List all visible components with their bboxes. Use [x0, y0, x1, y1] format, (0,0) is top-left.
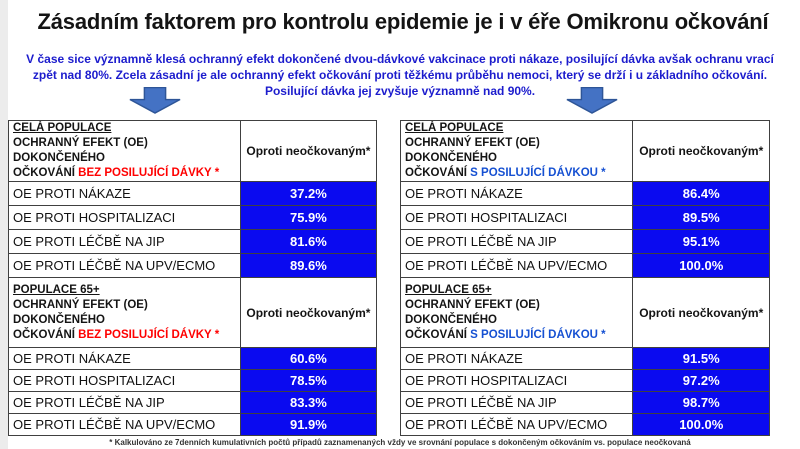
row-label: OE PROTI LÉČBĚ NA UPV/ECMO	[399, 413, 634, 436]
row-value: 91.9%	[239, 413, 378, 436]
row-value: 37.2%	[239, 181, 378, 206]
table-row: OE PROTI LÉČBĚ NA JIP 95.1%	[399, 229, 770, 254]
row-value: 91.5%	[632, 347, 770, 370]
table-row: OE PROTI HOSPITALIZACI 78.5%	[8, 369, 378, 392]
group-title: POPULACE 65+	[405, 283, 492, 296]
page-title: Zásadním faktorem pro kontrolu epidemie …	[37, 9, 769, 34]
row-value: 81.6%	[239, 229, 378, 254]
comparison-header: Oproti neočkovaným*	[632, 277, 770, 348]
header-line: OCHRANNÝ EFEKT (OE) DOKONČENÉHO	[405, 298, 540, 326]
row-label: OE PROTI LÉČBĚ NA JIP	[399, 391, 634, 414]
header-line: OCHRANNÝ EFEKT (OE) DOKONČENÉHO	[13, 137, 148, 164]
table-row: OE PROTI LÉČBĚ NA UPV/ECMO 91.9%	[8, 413, 378, 436]
table-row: OE PROTI HOSPITALIZACI 75.9%	[8, 205, 378, 230]
row-value: 100.0%	[632, 253, 770, 278]
table-header-row: POPULACE 65+ OCHRANNÝ EFEKT (OE) DOKONČE…	[399, 277, 770, 348]
comparison-header: Oproti neočkovaným*	[239, 277, 378, 348]
row-label: OE PROTI LÉČBĚ NA UPV/ECMO	[399, 253, 634, 278]
row-value: 78.5%	[239, 369, 378, 392]
row-value: 98.7%	[632, 391, 770, 414]
table-header-row: CELÁ POPULACE OCHRANNÝ EFEKT (OE) DOKONČ…	[8, 120, 378, 182]
row-label: OE PROTI LÉČBĚ NA UPV/ECMO	[8, 413, 241, 436]
table-row: OE PROTI LÉČBĚ NA JIP 98.7%	[399, 391, 770, 414]
row-label: OE PROTI NÁKAZE	[399, 347, 634, 370]
row-label: OE PROTI NÁKAZE	[8, 347, 241, 370]
table-header-row: POPULACE 65+ OCHRANNÝ EFEKT (OE) DOKONČE…	[8, 277, 378, 348]
row-label: OE PROTI HOSPITALIZACI	[8, 205, 241, 230]
table-without-booster: CELÁ POPULACE OCHRANNÝ EFEKT (OE) DOKONČ…	[8, 120, 378, 436]
row-label: OE PROTI HOSPITALIZACI	[399, 205, 634, 230]
row-label: OE PROTI LÉČBĚ NA JIP	[399, 229, 634, 254]
table-with-booster: CELÁ POPULACE OCHRANNÝ EFEKT (OE) DOKONČ…	[399, 120, 770, 436]
row-label: OE PROTI HOSPITALIZACI	[399, 369, 634, 392]
table-row: OE PROTI NÁKAZE 91.5%	[399, 347, 770, 370]
group-title: POPULACE 65+	[13, 283, 100, 296]
subtitle-line: V čase sice významně klesá ochranný efek…	[26, 52, 774, 66]
header-line: OČKOVÁNÍ S POSILUJÍCÍ DÁVKOU *	[405, 167, 606, 179]
comparison-header: Oproti neočkovaným*	[239, 120, 378, 182]
row-value: 95.1%	[632, 229, 770, 254]
group-title: CELÁ POPULACE	[405, 122, 504, 134]
row-label: OE PROTI HOSPITALIZACI	[8, 369, 241, 392]
row-value: 86.4%	[632, 181, 770, 206]
table-row: OE PROTI NÁKAZE 60.6%	[8, 347, 378, 370]
row-label: OE PROTI NÁKAZE	[8, 181, 241, 206]
table-row: OE PROTI NÁKAZE 86.4%	[399, 181, 770, 206]
table-row: OE PROTI LÉČBĚ NA UPV/ECMO 100.0%	[399, 413, 770, 436]
accent-phrase: S POSILUJÍCÍ DÁVKOU *	[470, 167, 606, 179]
section-header: POPULACE 65+ OCHRANNÝ EFEKT (OE) DOKONČE…	[399, 277, 634, 348]
row-label: OE PROTI LÉČBĚ NA JIP	[8, 229, 241, 254]
comparison-header: Oproti neočkovaným*	[632, 120, 770, 182]
footnote: * Kalkulováno ze 7denních kumulativních …	[109, 438, 691, 447]
row-label: OE PROTI LÉČBĚ NA JIP	[8, 391, 241, 414]
table-row: OE PROTI HOSPITALIZACI 89.5%	[399, 205, 770, 230]
accent-phrase: BEZ POSILUJÍCÍ DÁVKY *	[78, 328, 220, 341]
row-label: OE PROTI LÉČBĚ NA UPV/ECMO	[8, 253, 241, 278]
header-line: OČKOVÁNÍ S POSILUJÍCÍ DÁVKOU *	[405, 328, 606, 341]
section-header: CELÁ POPULACE OCHRANNÝ EFEKT (OE) DOKONČ…	[399, 120, 634, 182]
row-value: 75.9%	[239, 205, 378, 230]
accent-phrase: S POSILUJÍCÍ DÁVKOU *	[470, 328, 606, 341]
row-value: 60.6%	[239, 347, 378, 370]
row-value: 97.2%	[632, 369, 770, 392]
table-row: OE PROTI NÁKAZE 37.2%	[8, 181, 378, 206]
header-line: OCHRANNÝ EFEKT (OE) DOKONČENÉHO	[405, 137, 540, 164]
table-row: OE PROTI LÉČBĚ NA JIP 83.3%	[8, 391, 378, 414]
down-arrow-icon	[566, 87, 618, 114]
row-value: 89.5%	[632, 205, 770, 230]
table-row: OE PROTI LÉČBĚ NA UPV/ECMO 89.6%	[8, 253, 378, 278]
table-row: OE PROTI LÉČBĚ NA JIP 81.6%	[8, 229, 378, 254]
row-value: 100.0%	[632, 413, 770, 436]
table-header-row: CELÁ POPULACE OCHRANNÝ EFEKT (OE) DOKONČ…	[399, 120, 770, 182]
header-line: OČKOVÁNÍ BEZ POSILUJÍCÍ DÁVKY *	[13, 167, 220, 179]
header-line: OCHRANNÝ EFEKT (OE) DOKONČENÉHO	[13, 298, 148, 326]
section-header: POPULACE 65+ OCHRANNÝ EFEKT (OE) DOKONČE…	[8, 277, 241, 348]
row-value: 89.6%	[239, 253, 378, 278]
down-arrow-icon	[129, 87, 181, 114]
subtitle: V čase sice významně klesá ochranný efek…	[10, 51, 790, 99]
subtitle-line: zpět nad 80%. Zcela zásadní je ale ochra…	[32, 68, 768, 82]
left-edge-strip	[0, 0, 8, 449]
table-row: OE PROTI HOSPITALIZACI 97.2%	[399, 369, 770, 392]
row-label: OE PROTI NÁKAZE	[399, 181, 634, 206]
table-row: OE PROTI LÉČBĚ NA UPV/ECMO 100.0%	[399, 253, 770, 278]
subtitle-line: Posilující dávka jej zvyšuje významně na…	[264, 84, 536, 98]
section-header: CELÁ POPULACE OCHRANNÝ EFEKT (OE) DOKONČ…	[8, 120, 241, 182]
header-line: OČKOVÁNÍ BEZ POSILUJÍCÍ DÁVKY *	[13, 328, 220, 341]
group-title: CELÁ POPULACE	[13, 122, 112, 134]
accent-phrase: BEZ POSILUJÍCÍ DÁVKY *	[78, 167, 220, 179]
row-value: 83.3%	[239, 391, 378, 414]
